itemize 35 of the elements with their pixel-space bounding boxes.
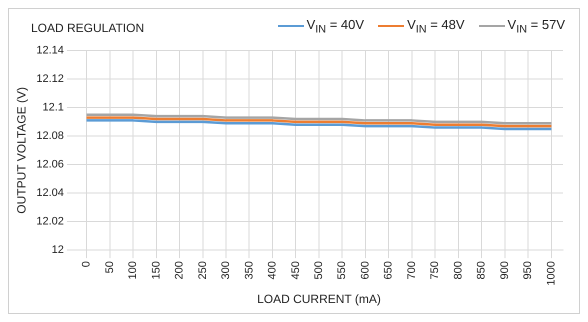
x-tick-label: 900 [498,261,511,280]
y-axis-title: OUTPUT VOLTAGE (V) [14,87,29,214]
x-tick-label: 150 [150,261,162,280]
x-tick-label: 850 [476,261,488,280]
y-tick-label: 12.14 [36,44,64,57]
legend-label: V$_{IN}$ = 40V [306,17,364,36]
x-tick-label: 750 [429,261,442,280]
x-tick-label: 800 [452,261,464,280]
y-tick-label: 12.04 [36,187,64,200]
x-tick-label: 350 [243,261,256,280]
x-tick-label: 100 [127,261,140,280]
legend-label: V$_{IN}$ = 48V [407,17,465,36]
x-tick-label: 650 [382,261,395,280]
y-tick-label: 12 [52,244,64,256]
y-tick-label: 12.12 [36,73,64,86]
x-tick-label: 1000 [545,261,558,286]
y-tick-label: 12.1 [42,102,64,114]
legend-label: V$_{IN}$ = 57V [508,17,565,36]
chart-title: LOAD REGULATION [31,21,144,35]
x-tick-label: 500 [312,261,325,280]
y-tick-label: 12.08 [36,130,64,142]
x-tick-label: 450 [290,261,302,280]
y-tick-label: 12.06 [36,158,64,171]
x-tick-label: 700 [406,261,418,280]
x-tick-label: 300 [220,261,232,280]
x-tick-label: 50 [104,261,116,274]
x-tick-label: 550 [336,261,348,280]
x-tick-label: 400 [266,261,279,280]
x-tick-label: 600 [359,261,372,280]
x-axis-title: LOAD CURRENT (mA) [257,292,381,306]
x-tick-label: 0 [80,261,93,268]
x-tick-label: 250 [196,261,209,280]
y-tick-label: 12.02 [36,216,64,228]
x-tick-label: 950 [522,261,534,280]
x-tick-label: 200 [174,261,186,280]
